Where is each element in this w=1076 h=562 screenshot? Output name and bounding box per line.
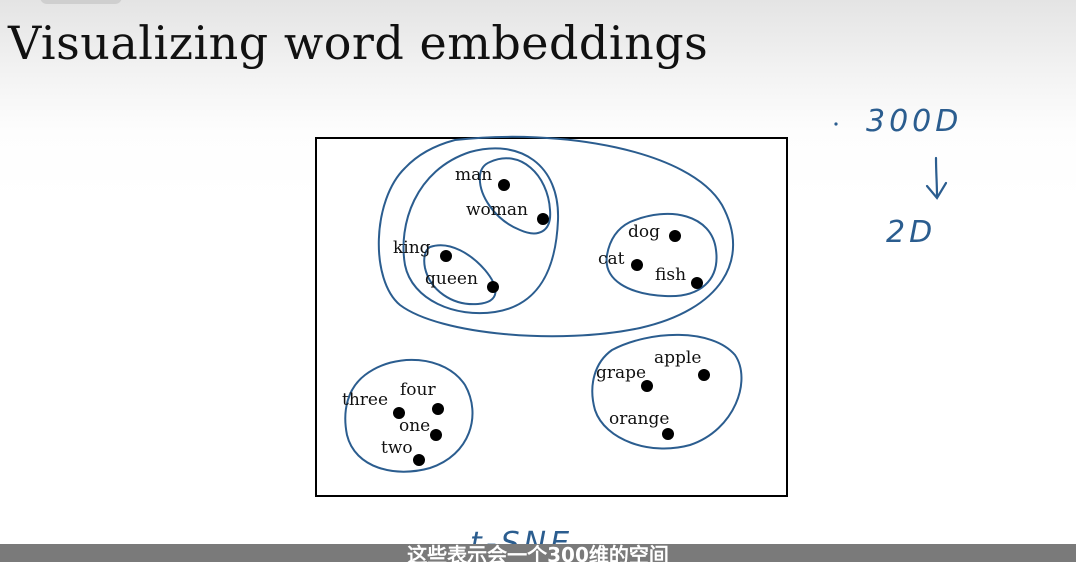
word-label-apple: apple [654, 348, 701, 368]
subtitle-band [0, 544, 1076, 562]
stray-ink-dot [834, 122, 838, 126]
word-dot-three [393, 407, 405, 419]
word-label-orange: orange [609, 409, 669, 429]
word-dot-cat [631, 259, 643, 271]
word-dot-king [440, 250, 452, 262]
word-label-grape: grape [596, 363, 646, 383]
word-label-three: three [342, 390, 388, 410]
top-bar-pill [40, 0, 122, 4]
word-dot-queen [487, 281, 499, 293]
word-label-four: four [400, 380, 436, 400]
word-label-one: one [399, 416, 430, 436]
cluster-outline-numbers [344, 358, 474, 473]
word-dot-one [430, 429, 442, 441]
word-label-fish: fish [655, 265, 686, 285]
word-dot-apple [698, 369, 710, 381]
word-label-two: two [381, 438, 413, 458]
dimension-from-label: 300D [866, 104, 962, 139]
word-dot-woman [537, 213, 549, 225]
word-dot-fish [691, 277, 703, 289]
word-dot-grape [641, 380, 653, 392]
word-label-man: man [455, 165, 492, 185]
cluster-outline-living [377, 135, 735, 338]
word-label-king: king [393, 238, 431, 258]
word-dot-four [432, 403, 444, 415]
cluster-outline-fruits [591, 333, 743, 450]
word-label-cat: cat [598, 249, 625, 269]
cluster-outline-animals [605, 212, 718, 298]
cluster-outline-man-woman [478, 157, 552, 235]
down-arrow-icon [925, 156, 948, 200]
dimension-to-label: 2D [886, 215, 936, 250]
word-dot-man [498, 179, 510, 191]
word-label-dog: dog [628, 222, 660, 242]
cluster-outline-people [402, 147, 560, 315]
word-label-queen: queen [425, 269, 478, 289]
word-label-woman: woman [466, 200, 528, 220]
word-dot-orange [662, 428, 674, 440]
slide-title: Visualizing word embeddings [8, 16, 709, 70]
subtitle-caption: 这些表示会一个300维的空间 [407, 543, 669, 562]
word-dot-two [413, 454, 425, 466]
word-dot-dog [669, 230, 681, 242]
cluster-outline-king-queen [423, 244, 497, 306]
